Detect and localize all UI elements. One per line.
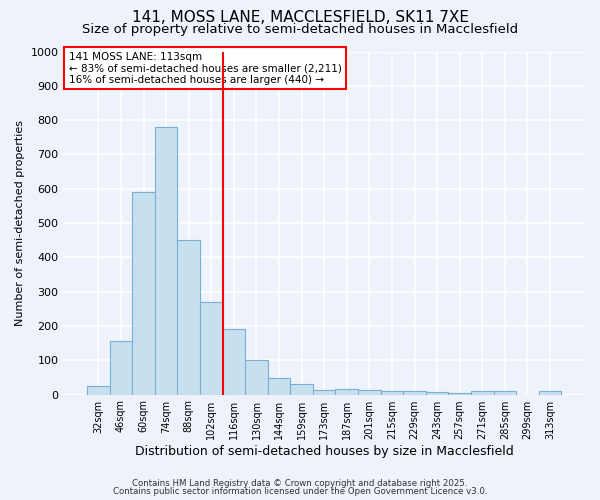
Bar [268, 378, 290, 394]
Bar [200, 302, 223, 394]
Bar [448, 393, 471, 394]
Bar [335, 390, 358, 394]
X-axis label: Distribution of semi-detached houses by size in Macclesfield: Distribution of semi-detached houses by … [135, 444, 514, 458]
Text: Contains HM Land Registry data © Crown copyright and database right 2025.: Contains HM Land Registry data © Crown c… [132, 478, 468, 488]
Bar [223, 330, 245, 394]
Bar [290, 384, 313, 394]
Bar [539, 391, 561, 394]
Bar [426, 392, 448, 394]
Bar [313, 390, 335, 394]
Bar [358, 390, 380, 394]
Text: 141 MOSS LANE: 113sqm
← 83% of semi-detached houses are smaller (2,211)
16% of s: 141 MOSS LANE: 113sqm ← 83% of semi-deta… [68, 52, 341, 84]
Bar [494, 391, 516, 394]
Y-axis label: Number of semi-detached properties: Number of semi-detached properties [15, 120, 25, 326]
Bar [110, 342, 132, 394]
Bar [155, 127, 178, 394]
Bar [380, 391, 403, 394]
Bar [132, 192, 155, 394]
Bar [471, 391, 494, 394]
Text: Size of property relative to semi-detached houses in Macclesfield: Size of property relative to semi-detach… [82, 22, 518, 36]
Bar [87, 386, 110, 394]
Bar [403, 391, 426, 394]
Bar [245, 360, 268, 394]
Bar [178, 240, 200, 394]
Text: 141, MOSS LANE, MACCLESFIELD, SK11 7XE: 141, MOSS LANE, MACCLESFIELD, SK11 7XE [131, 10, 469, 25]
Text: Contains public sector information licensed under the Open Government Licence v3: Contains public sector information licen… [113, 487, 487, 496]
